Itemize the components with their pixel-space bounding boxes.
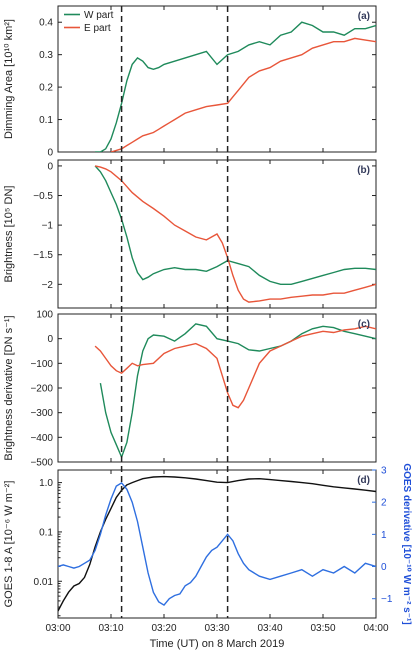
y2-tick-label: 1 xyxy=(381,530,387,541)
y-tick-label: −0.5 xyxy=(33,191,53,202)
x-axis-label: Time (UT) on 8 March 2019 xyxy=(150,638,285,650)
panel-a: 0 0.1 0.2 0.3 0.4 Dimming Area [10¹⁰ km²] (a) W… xyxy=(3,5,377,159)
y-tick-label: 1.0 xyxy=(39,478,53,489)
panel-c: 100 0 −100 −200 −300 −400 −500 Brightness deriv… xyxy=(3,310,377,469)
y-tick-label: 0 xyxy=(47,148,53,159)
x-tick-label: 03:40 xyxy=(257,623,282,634)
y-axis-label: Brightness [10⁵ DN] xyxy=(3,186,15,283)
y2-axis-label: GOES derivative [10⁻¹⁰ W m⁻² s⁻¹] xyxy=(401,463,412,624)
series-line-e-part xyxy=(94,325,376,409)
y-tick-label: 0.1 xyxy=(39,115,53,126)
y-tick-label: 0.3 xyxy=(39,50,53,61)
y-tick-label: 0.1 xyxy=(39,527,53,538)
panel-label: (a) xyxy=(358,11,370,22)
y-axis-label: Dimming Area [10¹⁰ km²] xyxy=(3,19,15,139)
y-tick-label: 0 xyxy=(47,161,53,172)
y2-tick-label: 2 xyxy=(381,498,387,509)
legend-label: E part xyxy=(84,23,111,34)
x-tick-label: 03:10 xyxy=(98,623,123,634)
series-line-e-part xyxy=(110,37,376,152)
y-tick-label: −2 xyxy=(42,280,54,291)
y-tick-label: 100 xyxy=(36,310,53,321)
x-tick-label: 03:30 xyxy=(204,623,229,634)
x-tick-label: 03:50 xyxy=(310,623,335,634)
y-tick-label: −100 xyxy=(30,359,53,370)
series-line-w-part xyxy=(94,165,376,285)
x-tick-label: 03:00 xyxy=(45,623,70,634)
series-line-goes-1-8-a xyxy=(58,475,376,612)
series-line-w-part xyxy=(99,323,376,460)
panel-d: 1.0 0.1 0.01 3 2 1 0 −1 GOES derivative [10⁻¹⁰ W… xyxy=(3,463,412,650)
panel-label: (c) xyxy=(358,319,370,330)
y-tick-label: 0 xyxy=(47,334,53,345)
series-line-goes-derivative xyxy=(58,481,376,607)
y-tick-label: −1 xyxy=(42,221,54,232)
panel-label: (d) xyxy=(357,475,370,486)
panel-label: (b) xyxy=(357,165,370,176)
y2-tick-label: 0 xyxy=(381,562,387,573)
axes-frame xyxy=(57,469,377,619)
x-tick-label: 04:00 xyxy=(363,623,388,634)
y-tick-label: 0.4 xyxy=(39,18,53,29)
axes-frame xyxy=(57,313,377,463)
y2-tick-label: 3 xyxy=(381,466,387,477)
y-tick-label: −1.5 xyxy=(33,250,53,261)
x-tick-label: 03:20 xyxy=(151,623,176,634)
series-line-w-part xyxy=(95,21,376,152)
series-line-e-part xyxy=(94,165,376,303)
y-tick-label: 0.2 xyxy=(39,83,53,94)
y-tick-label: −300 xyxy=(30,408,53,419)
y-tick-label: −500 xyxy=(30,458,53,469)
y-tick-label: −200 xyxy=(30,384,53,395)
y-axis-label: Brightness derivative [DN s⁻¹] xyxy=(3,315,15,460)
y-tick-label: 0.01 xyxy=(34,577,54,588)
panel-b: 0 −0.5 −1 −1.5 −2 Brightness [10⁵ DN] (b) xyxy=(3,159,377,309)
y-tick-label: −400 xyxy=(30,433,53,444)
y-axis-label: GOES 1-8 A [10⁻⁶ W m⁻²] xyxy=(3,481,15,608)
legend-label: W part xyxy=(84,10,114,21)
y2-tick-label: −1 xyxy=(381,594,393,605)
